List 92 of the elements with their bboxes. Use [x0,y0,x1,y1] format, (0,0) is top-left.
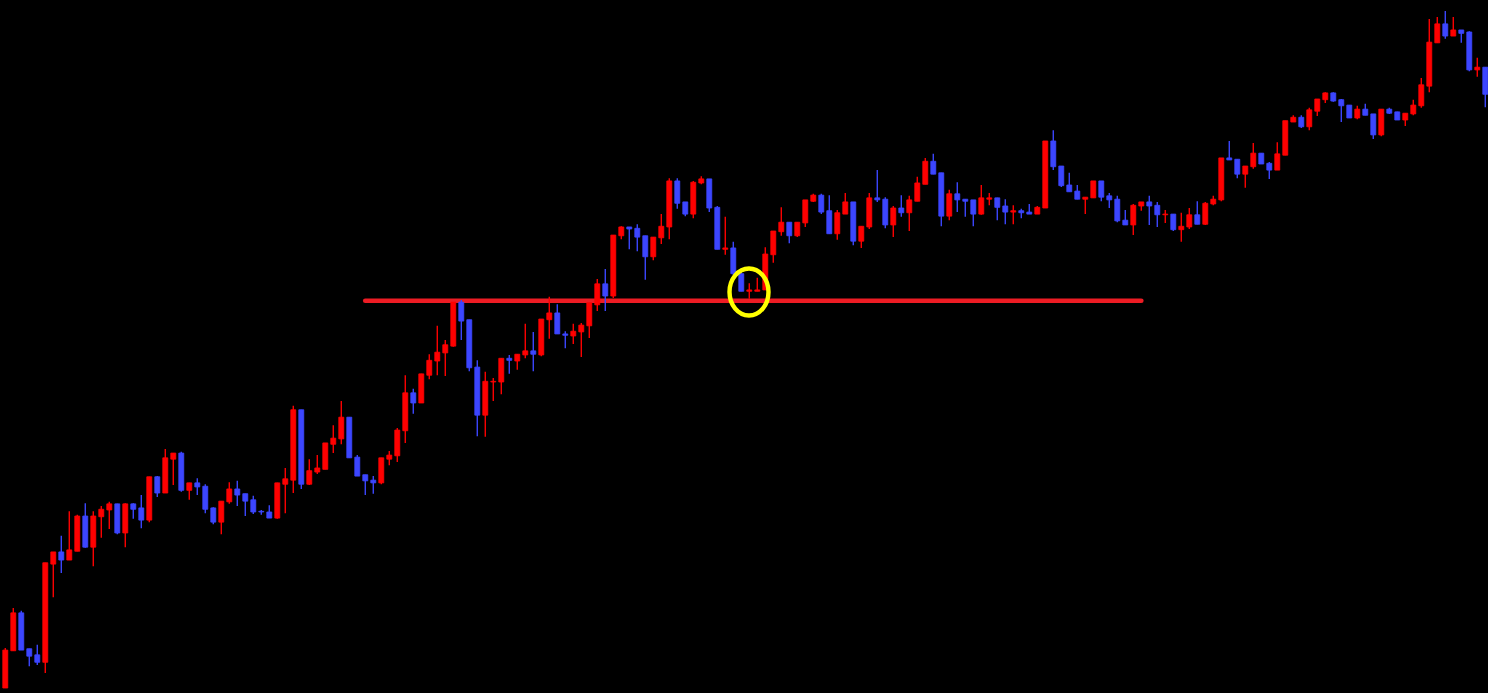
candlestick [1130,203,1137,236]
candlestick [602,268,609,312]
candlestick [842,192,849,215]
candlestick [1370,113,1377,140]
candlestick [1474,57,1481,78]
candlestick [634,223,641,253]
candlestick [426,353,433,380]
candlestick [1186,207,1193,230]
candlestick [898,194,905,218]
candlestick [978,184,985,216]
candlestick [362,474,369,496]
candlestick [594,278,601,312]
candlestick [1274,141,1281,171]
candlestick [1058,165,1065,188]
candlestick [826,194,833,235]
candlestick [834,209,841,241]
candlestick [250,495,257,515]
candlestick [650,236,657,261]
candlestick [498,357,505,395]
candlestick [1226,140,1233,161]
candlestick [1098,180,1105,202]
candlestick [338,400,345,445]
candlestick [1442,10,1449,40]
candlestick [1338,98,1345,123]
candlestick [954,181,961,213]
candlestick [642,235,649,281]
candlestick [522,323,529,359]
candlestick [586,302,593,339]
candlestick [306,458,313,486]
candlestick [778,206,785,237]
candlestick [1010,204,1017,225]
candlestick [626,226,633,250]
candlestick [490,377,497,402]
candlestick [202,483,209,515]
candlestick [170,452,177,486]
candlestick [770,230,777,264]
candlestick [1234,158,1241,179]
candlestick [1194,200,1201,225]
candlestick [786,221,793,244]
candlestick [154,475,161,498]
candlestick [1450,16,1457,37]
candlestick [226,481,233,505]
candlestick [282,467,289,515]
candlestick [658,213,665,245]
candlestick [66,510,73,561]
candlestick [1114,195,1121,223]
candlestick [1002,198,1009,225]
candlestick [138,494,145,529]
candlestick [1066,172,1073,193]
candlestick [530,331,537,372]
candlestick [722,216,729,256]
candlestick [442,339,449,377]
candlestick [858,225,865,249]
candlestick [554,303,561,335]
candlestick [1154,201,1161,228]
candlestick [946,189,953,221]
candlestick [242,493,249,517]
candlestick [1146,195,1153,226]
candlestick [506,354,513,375]
candlestick [458,299,465,341]
candlestick [218,500,225,536]
candlestick [1418,77,1425,109]
candlestick [58,534,65,574]
candlestick [970,199,977,227]
candlestick [1202,201,1209,226]
candlestick [314,454,321,475]
candlestick [234,480,241,507]
candlestick [802,199,809,228]
candlestick [578,322,585,358]
candlestick [330,424,337,454]
candlestick [922,157,929,186]
candlestick [410,388,417,415]
candlestick [914,176,921,202]
candlestick [1306,107,1313,131]
candlestick [1178,212,1185,243]
candlestick [98,505,105,539]
candlestick [546,295,553,340]
candlestick [106,501,113,530]
candlestick [1242,165,1249,189]
candlestick [674,177,681,210]
candlestick [34,643,41,666]
candlestick [1250,142,1257,170]
candlestick [1434,16,1441,44]
candlestick [874,169,881,203]
candlestick [930,153,937,175]
candlestick [906,195,913,232]
candlestick [354,454,361,477]
candlestick [570,323,577,345]
candlestick [890,205,897,238]
candlestick [50,551,57,598]
candlestick [994,197,1001,221]
candlestick [434,325,441,376]
